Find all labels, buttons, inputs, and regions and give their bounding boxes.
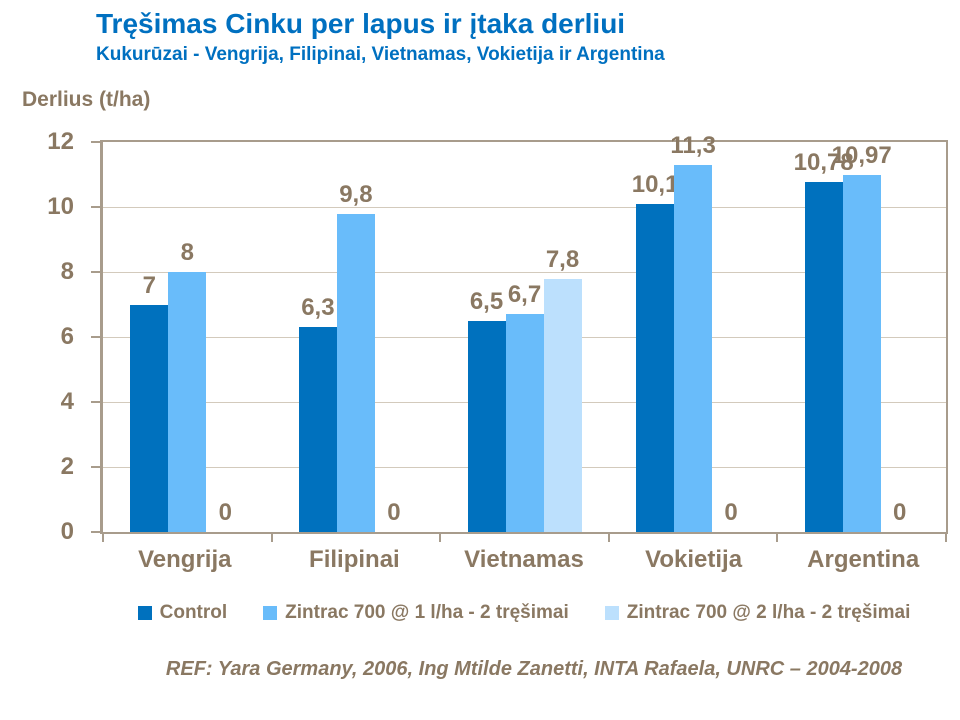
gridline	[103, 271, 946, 273]
legend-label: Zintrac 700 @ 2 l/ha - 2 tręšimai	[626, 602, 911, 623]
bar	[674, 164, 713, 532]
bar-value-label: 7	[142, 271, 156, 299]
y-tick-label: 12	[47, 128, 74, 155]
y-axis-tick	[91, 401, 100, 403]
legend-swatch	[137, 606, 152, 620]
bar	[505, 314, 544, 532]
bar-value-label: 6,7	[507, 281, 542, 309]
y-tick-label: 4	[60, 388, 74, 415]
x-axis-tick	[270, 534, 273, 542]
bar-value-label: 11,3	[670, 131, 716, 159]
bar	[336, 213, 375, 532]
x-axis-tick	[439, 534, 442, 542]
legend-item: Zintrac 700 @ 2 l/ha - 2 tręšimai	[604, 602, 911, 624]
bar	[804, 181, 843, 532]
bar	[130, 304, 169, 532]
x-axis-label: Vengrija	[138, 546, 232, 573]
legend-label: Zintrac 700 @ 1 l/ha - 2 tręšimai	[285, 602, 569, 623]
legend-swatch	[263, 606, 278, 620]
chart-title: Tręšimas Cinku per lapus ir įtaka derliu…	[96, 8, 626, 39]
y-tick-label: 6	[60, 323, 74, 350]
y-axis-tick	[91, 531, 100, 533]
bar	[168, 272, 207, 532]
x-axis-label: Vokietija	[645, 546, 743, 573]
y-axis-tick	[91, 466, 100, 468]
y-axis-tick	[91, 141, 100, 143]
y-axis-title: Derlius (t/ha)	[22, 88, 151, 111]
y-tick-label: 8	[60, 258, 74, 285]
bar	[543, 278, 582, 532]
y-tick-label: 2	[60, 453, 74, 480]
x-axis-tick	[945, 534, 947, 542]
bar-value-label: 8	[180, 239, 194, 266]
y-tick-label: 10	[47, 193, 74, 220]
y-axis-tick	[91, 271, 100, 273]
x-axis-label: Vietnamas	[464, 546, 584, 573]
x-axis-tick	[607, 534, 610, 542]
bar-value-label: 6,5	[469, 287, 504, 315]
legend-swatch	[604, 606, 619, 620]
legend-item: Control	[137, 602, 228, 624]
bar	[467, 320, 506, 532]
x-axis-label: Filipinai	[309, 546, 400, 573]
y-axis-tick	[91, 206, 100, 208]
legend-item: Zintrac 700 @ 1 l/ha - 2 tręšimai	[263, 602, 569, 624]
x-axis-tick	[776, 534, 779, 542]
bar-value-label: 10,78	[793, 148, 854, 176]
x-axis-label: Argentina	[807, 546, 920, 573]
bar-value-label: 9,8	[339, 180, 373, 208]
bar-value-label: 0	[724, 499, 738, 526]
y-axis-tick-labels: 0 2 4 6 8 10 12	[0, 128, 86, 545]
bar-value-label: 0	[218, 499, 232, 526]
y-tick-label: 0	[60, 518, 74, 545]
bar	[842, 175, 881, 532]
bar	[298, 327, 337, 532]
legend: Control Zintrac 700 @ 1 l/ha - 2 tręšimai…	[100, 602, 948, 624]
bar-value-label: 7,8	[545, 245, 580, 273]
slide-header: Tręšimas Cinku per lapus ir įtaka derliu…	[96, 8, 665, 66]
reference-text: REF: Yara Germany, 2006, Ing Mtilde Zane…	[165, 658, 903, 680]
y-axis-tick	[91, 336, 100, 338]
chart-subtitle: Kukurūzai - Vengrija, Filipinai, Vietnam…	[96, 44, 665, 65]
legend-label: Control	[159, 602, 228, 623]
x-axis-labels: Vengrija Filipinai Vietnamas Vokietija Argen…	[100, 546, 948, 574]
bar-value-label: 0	[893, 499, 907, 526]
gridline	[103, 206, 946, 208]
bar-value-label: 10,97	[831, 142, 892, 170]
bar-value-label: 0	[387, 499, 401, 526]
plot-area: 7 8 0 6,3 9,8 0 6,5 6,7 7,8 10,1 11,3 0 10,78 10,97 0	[91, 132, 948, 542]
x-axis-tick	[102, 534, 104, 542]
bar-value-label: 10,1	[631, 170, 679, 198]
bar	[636, 203, 675, 532]
bar-value-label: 6,3	[301, 294, 335, 322]
